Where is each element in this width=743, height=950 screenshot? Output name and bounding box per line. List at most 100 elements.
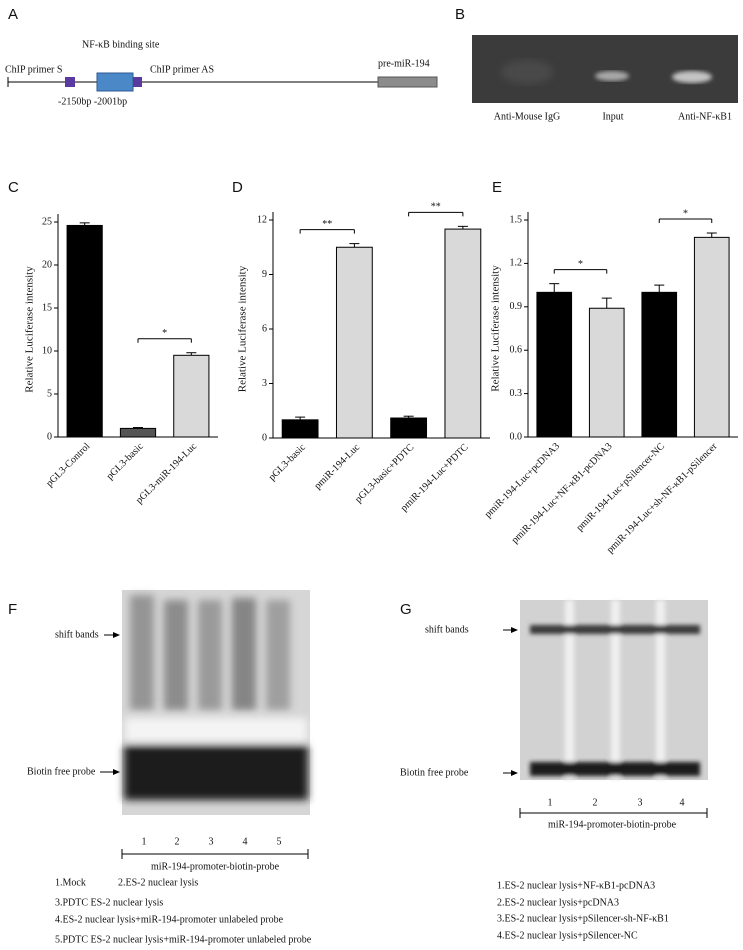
band-label: Biotin free probe [27,766,96,777]
gel-band [530,762,700,776]
significance-label: * [162,328,167,339]
y-axis-title: Relative Luciferase intensity [490,265,502,392]
x-tick-label: pGL3-basic [105,441,147,483]
bar [390,417,428,439]
panel-label: G [400,601,412,618]
x-tick-label: pmiR-194-Luc+sh-NF-κB1-pSilencer [605,440,720,555]
lane-number: 2 [175,836,180,847]
lane-number: 1 [548,797,553,808]
y-tick-label: 0.0 [510,431,523,442]
legend-text: 4.ES-2 nuclear lysis+miR-194-promoter un… [55,914,284,925]
y-tick-label: 5 [47,388,52,399]
panel-label: E [492,179,502,196]
y-tick-label: 9 [262,269,267,280]
gel-band [672,71,712,83]
x-tick-label: pGL3-basic [267,442,309,484]
lane-label: Anti-NF-κB1 [678,111,732,122]
y-tick-label: 0.9 [510,301,523,312]
y-tick-label: 0 [47,431,52,442]
arrow-head [511,770,518,776]
lane-number: 4 [243,836,248,847]
x-tick-label: pmiR-194-Luc [312,442,362,492]
significance-label: ** [322,219,332,230]
legend-text: 3.PDTC ES-2 nuclear lysis [55,897,163,908]
primer-label: ChIP primer S [5,64,62,75]
y-tick-label: 0.3 [510,388,523,399]
gel-band [501,60,553,84]
probe-label: miR-194-promoter-biotin-probe [151,861,280,872]
primer-label: ChIP primer AS [150,64,214,75]
y-tick-label: 15 [42,302,52,313]
band-label: shift bands [55,629,99,640]
gene-box [377,76,438,88]
bar [588,307,625,438]
y-tick-label: 20 [42,259,52,270]
primer-box [133,77,142,87]
arrow-head [113,632,120,638]
bar [444,228,482,439]
panel-label: F [8,601,17,618]
legend-text: 3.ES-2 nuclear lysis+pSilencer-sh-NF-κB1 [497,913,669,924]
arrow-head [511,627,518,633]
gene-label: pre-miR-194 [378,58,430,69]
gel-band [595,71,629,81]
y-tick-label: 25 [42,216,52,227]
lane-number: 5 [277,836,282,847]
gel-band [530,625,700,634]
x-tick-label: pmiR-194-Luc+pSilencer-NC [574,441,667,534]
bar [536,291,573,438]
panel-label: B [455,6,465,23]
y-tick-label: 1.5 [510,214,523,225]
y-tick-label: 6 [262,323,267,334]
bar [335,246,373,439]
y-tick-label: 1.2 [510,258,523,269]
x-tick-label: pGL3-basic+PDTC [353,442,416,505]
lane-label: Anti-Mouse IgG [494,111,560,122]
binding-site-label: NF-κB binding site [82,39,160,50]
bar [119,427,157,438]
significance-label: * [578,259,583,270]
legend-text: 2.ES-2 nuclear lysis+pcDNA3 [497,897,619,908]
legend-text: 1.ES-2 nuclear lysis+NF-κB1-pcDNA3 [497,880,655,891]
gel-lanes [124,595,308,800]
gel-lane [232,598,256,710]
legend-text: 5.PDTC ES-2 nuclear lysis+miR-194-promot… [55,934,312,945]
gel-gap [656,600,665,780]
bar [281,419,319,439]
gel-clear [125,718,307,742]
significance-label: * [683,208,688,219]
lane-label: Input [602,111,623,122]
lane-number: 4 [680,797,685,808]
y-tick-label: 10 [42,345,52,356]
y-tick-label: 0.6 [510,344,523,355]
panel-label: A [8,6,18,23]
y-axis-title: Relative Luciferase intensity [24,266,36,393]
lane-number: 3 [638,797,643,808]
arrow-head [113,769,120,775]
primer-box [65,77,75,87]
gel-lane [198,600,222,710]
gel-lane [164,600,188,710]
x-tick-label: pmiR-194-Luc+NF-κB1-pcDNA3 [510,441,615,546]
significance-label: ** [431,202,441,213]
binding-site-box [96,72,134,92]
lane-number: 1 [142,836,147,847]
legend-text: 1.Mock [55,877,86,888]
x-tick-label: pGL3-Control [44,441,92,489]
band-label: shift bands [425,624,469,635]
probe-label: miR-194-promoter-biotin-probe [548,819,677,830]
lane-number: 2 [593,797,598,808]
y-tick-label: 3 [262,378,267,389]
gel-band [124,745,308,800]
bar [173,354,210,438]
bar [641,291,678,438]
panel-label: C [8,179,19,196]
legend-text: 2.ES-2 nuclear lysis [118,877,198,888]
gel-gap [611,600,620,780]
position-label: -2150bp -2001bp [58,96,127,107]
band-label: Biotin free probe [400,767,469,778]
panel-label: D [232,179,243,196]
y-tick-label: 12 [257,214,267,225]
